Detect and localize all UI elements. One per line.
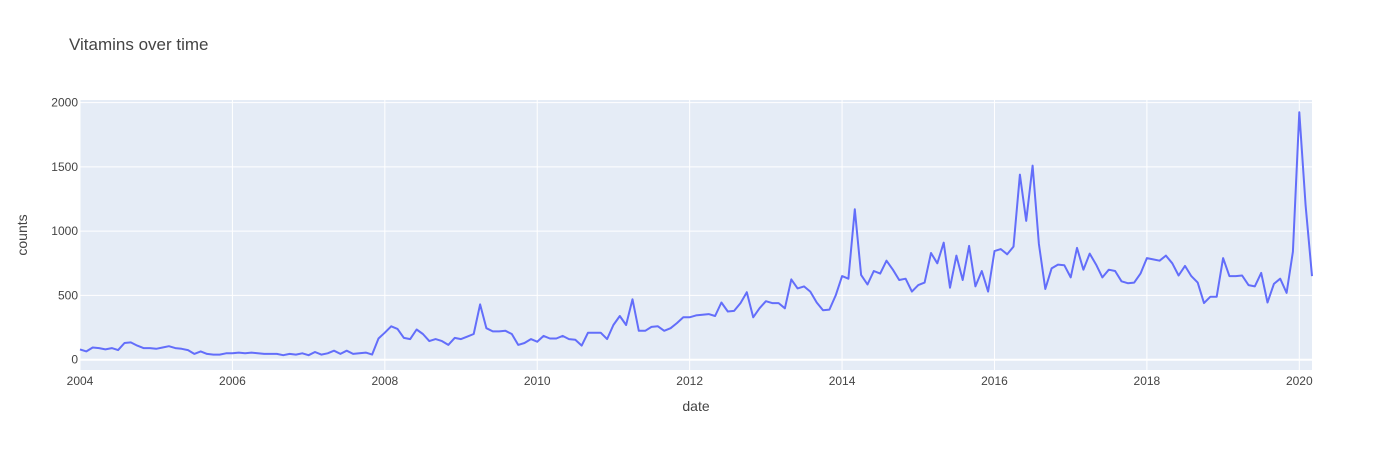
x-tick-label: 2004 xyxy=(67,374,94,388)
x-tick-label: 2018 xyxy=(1134,374,1161,388)
x-tick-label: 2010 xyxy=(524,374,551,388)
x-tick-label: 2006 xyxy=(219,374,246,388)
x-tick-label: 2016 xyxy=(981,374,1008,388)
y-axis-ticks: 0 500 1000 1500 2000 xyxy=(51,96,78,367)
y-tick-label: 500 xyxy=(58,288,78,302)
x-tick-label: 2008 xyxy=(371,374,398,388)
x-tick-label: 2014 xyxy=(829,374,856,388)
plot-area xyxy=(80,100,1312,370)
series-line xyxy=(79,111,1313,357)
x-axis-ticks: 2004 2006 2008 2010 2012 2014 2016 2018 … xyxy=(67,374,1313,388)
chart-title: Vitamins over time xyxy=(69,35,209,54)
x-gridlines xyxy=(79,100,1300,370)
x-axis-title: date xyxy=(682,398,709,414)
y-tick-label: 2000 xyxy=(51,96,78,110)
y-tick-label: 1000 xyxy=(51,224,78,238)
y-tick-label: 0 xyxy=(71,353,78,367)
y-gridlines xyxy=(80,102,1312,361)
y-axis-title: counts xyxy=(14,214,30,255)
x-tick-label: 2020 xyxy=(1286,374,1313,388)
y-tick-label: 1500 xyxy=(51,160,78,174)
x-tick-label: 2012 xyxy=(676,374,703,388)
